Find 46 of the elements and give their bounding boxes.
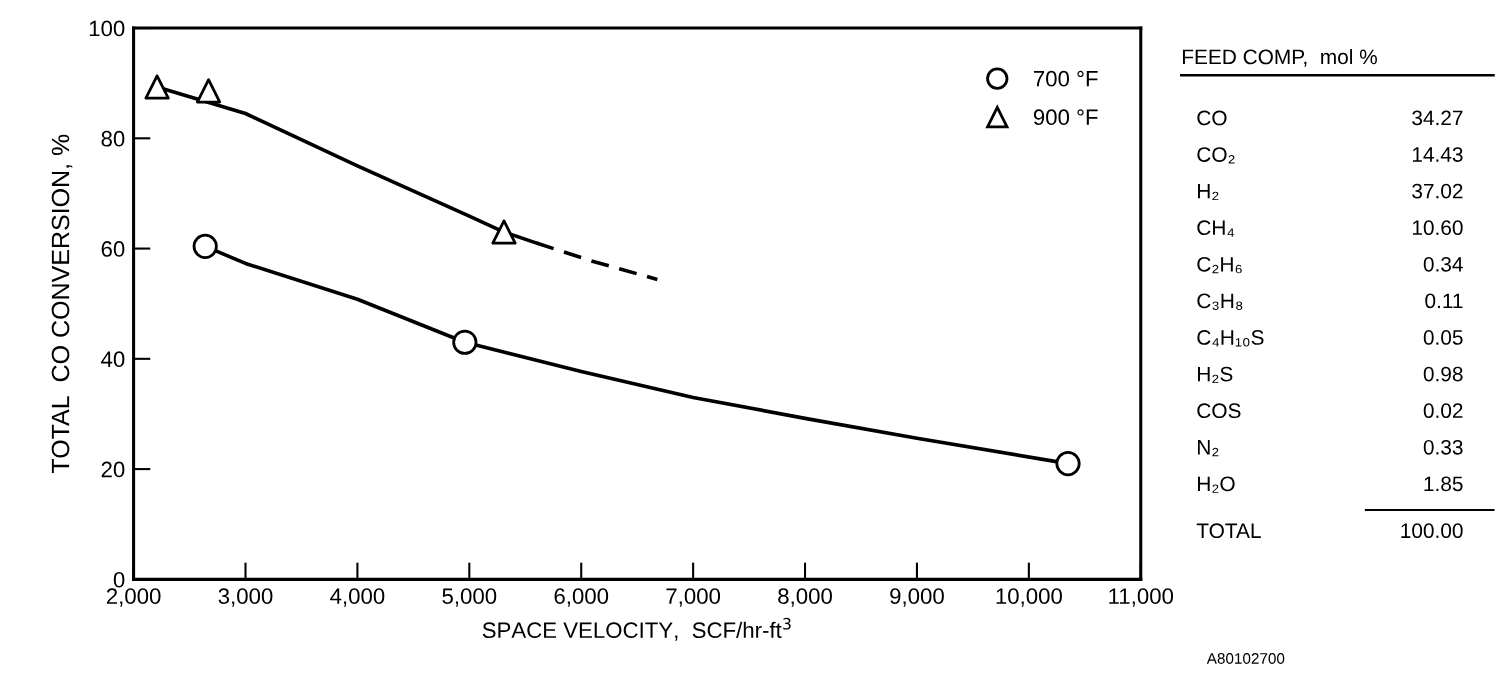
text: COS (1197, 403, 1241, 419)
text: H₂ (1198, 183, 1219, 201)
y-tick-label: 60 (101, 241, 125, 257)
legend-label: 900 °F (1033, 109, 1098, 126)
text: 0.05 (1423, 330, 1463, 345)
legend-label: 700 °F (1033, 70, 1098, 87)
text: C₄H₁₀S (1197, 330, 1264, 347)
x-tick-label: 6,000 (554, 588, 609, 607)
text: C₂H₆ (1197, 256, 1242, 274)
text: 100.00 (1401, 523, 1463, 539)
x-tick-label: 9,000 (890, 588, 944, 607)
x-tick-label: 2,000 (106, 588, 161, 607)
x-axis-title: SPACE VELOCITY, SCF/hr-ft$^{3}$ (482, 617, 791, 641)
text: CO₂ (1197, 147, 1235, 164)
x-tick-label: 11,000 (1109, 588, 1174, 607)
text: 0.02 (1423, 403, 1463, 419)
x-tick-label: 10,000 (996, 588, 1062, 607)
text: 0.33 (1423, 439, 1463, 455)
x-tick-label: 8,000 (778, 588, 832, 607)
x-tick-label: 4,000 (330, 588, 385, 607)
text: CO (1197, 110, 1227, 126)
text: CH₄ (1197, 220, 1235, 237)
text: 34.27 (1412, 110, 1463, 126)
text: 14.43 (1412, 147, 1463, 162)
text: 0.11 (1425, 293, 1463, 309)
x-tick-label: 3,000 (218, 588, 273, 607)
text: 10.60 (1412, 220, 1463, 236)
y-tick-label: 80 (101, 130, 125, 147)
text: 0.34 (1423, 256, 1463, 272)
text: A80102700 (1206, 653, 1285, 664)
text: TOTAL (1196, 523, 1261, 539)
y-tick-label: 20 (101, 461, 125, 478)
text: H₂O (1198, 476, 1235, 493)
y-tick-label: 100 (89, 20, 125, 37)
x-tick-label: 5,000 (442, 588, 497, 607)
y-tick-label: 40 (101, 351, 125, 368)
y-tick-label: 0 (113, 571, 125, 588)
text: C₃H₈ (1197, 293, 1243, 310)
text: 0.98 (1423, 366, 1463, 382)
text: FEED COMP, mol % (1183, 48, 1377, 67)
text: N₂ (1198, 440, 1219, 457)
text: 37.02 (1412, 183, 1463, 199)
text: 1.85 (1424, 476, 1463, 492)
x-tick-label: 7,000 (666, 588, 721, 607)
text: H₂S (1198, 366, 1233, 384)
y-axis-title: TOTAL CO CONVERSION, % (51, 134, 73, 474)
